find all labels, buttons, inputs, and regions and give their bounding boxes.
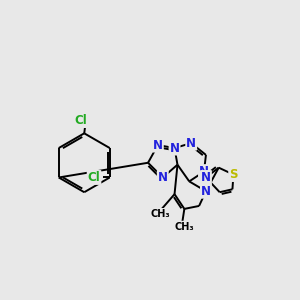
Text: CH₃: CH₃ [175,222,194,232]
Text: N: N [201,171,211,184]
Text: N: N [169,142,179,154]
Text: Cl: Cl [74,114,87,127]
Text: N: N [201,185,211,198]
Text: N: N [199,165,209,178]
Text: CH₃: CH₃ [150,209,170,219]
Text: N: N [186,136,196,150]
Text: S: S [229,168,238,181]
Text: N: N [153,139,163,152]
Text: N: N [158,171,168,184]
Text: Cl: Cl [88,171,100,184]
